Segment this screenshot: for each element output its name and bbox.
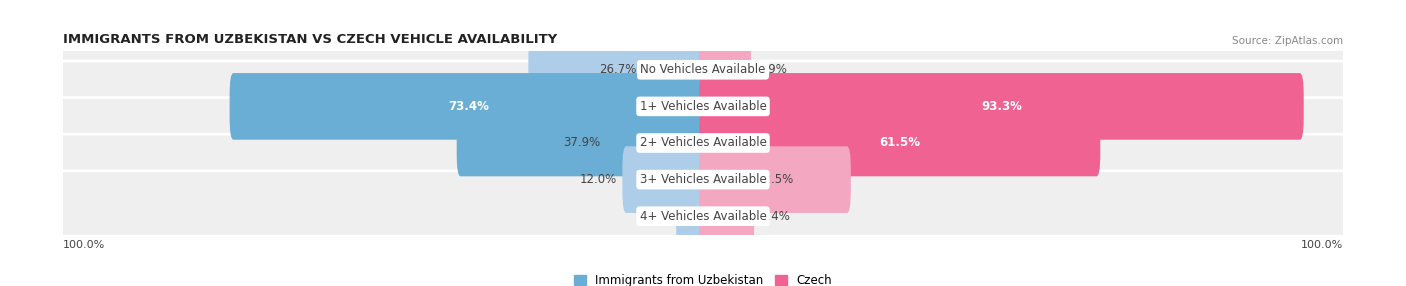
- Text: 26.7%: 26.7%: [599, 63, 637, 76]
- Text: 37.9%: 37.9%: [564, 136, 600, 150]
- Text: No Vehicles Available: No Vehicles Available: [640, 63, 766, 76]
- Text: 3.6%: 3.6%: [641, 210, 671, 223]
- Text: 73.4%: 73.4%: [447, 100, 489, 113]
- Text: 4+ Vehicles Available: 4+ Vehicles Available: [640, 210, 766, 223]
- Text: 1+ Vehicles Available: 1+ Vehicles Available: [640, 100, 766, 113]
- Text: 100.0%: 100.0%: [1301, 240, 1343, 250]
- FancyBboxPatch shape: [699, 146, 851, 213]
- Text: 12.0%: 12.0%: [579, 173, 617, 186]
- Text: 93.3%: 93.3%: [981, 100, 1022, 113]
- FancyBboxPatch shape: [529, 37, 707, 103]
- FancyBboxPatch shape: [676, 183, 707, 249]
- Text: 3+ Vehicles Available: 3+ Vehicles Available: [640, 173, 766, 186]
- Legend: Immigrants from Uzbekistan, Czech: Immigrants from Uzbekistan, Czech: [574, 274, 832, 286]
- FancyBboxPatch shape: [229, 73, 707, 140]
- Text: IMMIGRANTS FROM UZBEKISTAN VS CZECH VEHICLE AVAILABILITY: IMMIGRANTS FROM UZBEKISTAN VS CZECH VEHI…: [63, 33, 558, 46]
- FancyBboxPatch shape: [699, 183, 754, 249]
- Text: 100.0%: 100.0%: [63, 240, 105, 250]
- Text: 61.5%: 61.5%: [879, 136, 920, 150]
- Text: Source: ZipAtlas.com: Source: ZipAtlas.com: [1232, 36, 1343, 46]
- FancyBboxPatch shape: [58, 98, 1348, 188]
- FancyBboxPatch shape: [58, 61, 1348, 152]
- FancyBboxPatch shape: [623, 146, 707, 213]
- FancyBboxPatch shape: [699, 73, 1303, 140]
- Text: 2+ Vehicles Available: 2+ Vehicles Available: [640, 136, 766, 150]
- Text: 6.9%: 6.9%: [756, 63, 786, 76]
- FancyBboxPatch shape: [699, 37, 751, 103]
- Text: 7.4%: 7.4%: [759, 210, 790, 223]
- FancyBboxPatch shape: [457, 110, 707, 176]
- FancyBboxPatch shape: [58, 24, 1348, 115]
- FancyBboxPatch shape: [699, 110, 1101, 176]
- FancyBboxPatch shape: [58, 134, 1348, 225]
- FancyBboxPatch shape: [58, 171, 1348, 262]
- Text: 22.5%: 22.5%: [756, 173, 793, 186]
